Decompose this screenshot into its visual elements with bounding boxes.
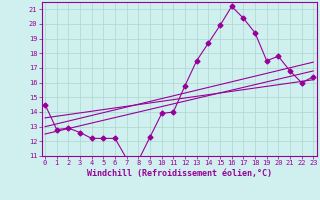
- X-axis label: Windchill (Refroidissement éolien,°C): Windchill (Refroidissement éolien,°C): [87, 169, 272, 178]
